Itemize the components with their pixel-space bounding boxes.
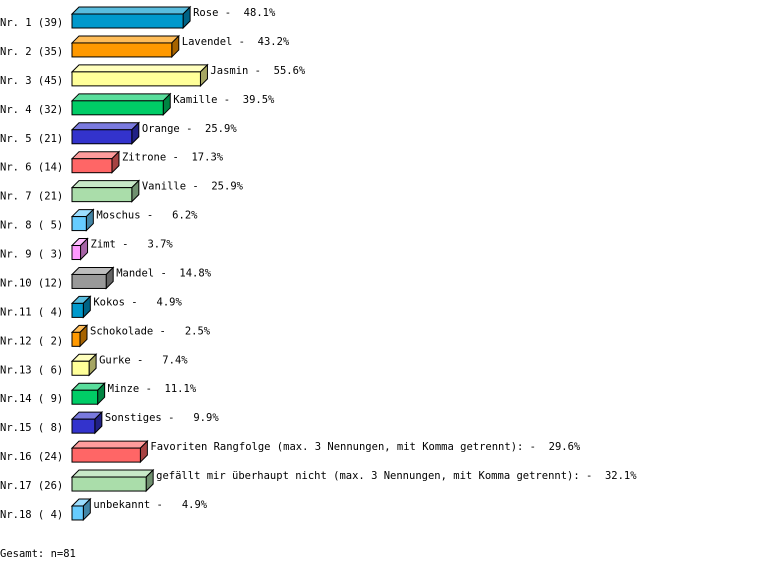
bar: [71, 187, 133, 203]
value-label: Moschus - 6.2%: [96, 210, 198, 222]
value-label: Kamille - 39.5%: [173, 94, 275, 106]
value-label: Orange - 25.9%: [142, 123, 238, 135]
bar: [71, 273, 107, 289]
value-label: Kokos - 4.9%: [93, 296, 182, 308]
bar: [71, 129, 133, 145]
bar: [71, 447, 141, 463]
bar: [71, 42, 173, 58]
row-label: Nr. 2 (35): [0, 46, 63, 58]
bar-top: [70, 151, 121, 160]
value-label: Favoriten Rangfolge (max. 3 Nennungen, m…: [150, 441, 581, 453]
value-label: Gurke - 7.4%: [99, 354, 188, 366]
bar-top: [70, 440, 149, 449]
row-label: Nr.14 ( 9): [0, 393, 63, 405]
value-label: Vanille - 25.9%: [142, 181, 244, 193]
row-label: Nr. 6 (14): [0, 162, 63, 174]
row-label: Nr.10 (12): [0, 277, 63, 289]
bar: [71, 302, 84, 318]
bar: [71, 71, 201, 87]
bar: [71, 476, 147, 492]
value-label: Minze - 11.1%: [108, 383, 197, 395]
row-label: Nr.16 (24): [0, 451, 63, 463]
value-label: Jasmin - 55.6%: [210, 65, 306, 77]
bar: [71, 331, 81, 347]
value-label: Mandel - 14.8%: [116, 267, 212, 279]
bar-top: [70, 64, 209, 73]
value-label: Sonstiges - 9.9%: [105, 412, 219, 424]
bar: [71, 100, 164, 116]
row-label: Nr. 5 (21): [0, 133, 63, 145]
value-label: Zimt - 3.7%: [91, 239, 174, 251]
row-label: Nr.11 ( 4): [0, 306, 63, 318]
bar: [71, 505, 84, 521]
bar: [71, 216, 87, 232]
value-label: Lavendel - 43.2%: [182, 36, 290, 48]
bar: [71, 389, 99, 405]
bar: [71, 360, 90, 376]
value-label: unbekannt - 4.9%: [93, 499, 207, 511]
value-label: Schokolade - 2.5%: [90, 325, 211, 337]
row-label: Nr. 9 ( 3): [0, 249, 63, 261]
row-label: Nr. 3 (45): [0, 75, 63, 87]
bar-top: [70, 6, 192, 15]
bar-top: [70, 122, 141, 131]
value-label: Rose - 48.1%: [193, 7, 276, 19]
bar-top: [70, 93, 172, 102]
bar-top: [70, 180, 141, 189]
row-label: Nr. 8 ( 5): [0, 220, 63, 232]
row-label: Nr. 7 (21): [0, 191, 63, 203]
row-label: Nr. 4 (32): [0, 104, 63, 116]
bar: [71, 245, 82, 261]
total-count: Gesamt: n=81: [0, 548, 76, 560]
bar-top: [70, 469, 155, 478]
row-label: Nr.17 (26): [0, 480, 63, 492]
row-label: Nr.15 ( 8): [0, 422, 63, 434]
bar: [71, 158, 113, 174]
row-label: Nr.12 ( 2): [0, 335, 63, 347]
value-label: gefällt mir überhaupt nicht (max. 3 Nenn…: [156, 470, 637, 482]
row-label: Nr. 1 (39): [0, 17, 63, 29]
row-label: Nr.18 ( 4): [0, 509, 63, 521]
bar: [71, 418, 96, 434]
bar-chart: Nr. 1 (39) Rose - 48.1% Nr. 2 (35) Lavendel…: [0, 5, 637, 522]
bar: [71, 13, 184, 29]
value-label: Zitrone - 17.3%: [122, 152, 224, 164]
bar-top: [70, 35, 180, 44]
row-label: Nr.13 ( 6): [0, 364, 63, 376]
